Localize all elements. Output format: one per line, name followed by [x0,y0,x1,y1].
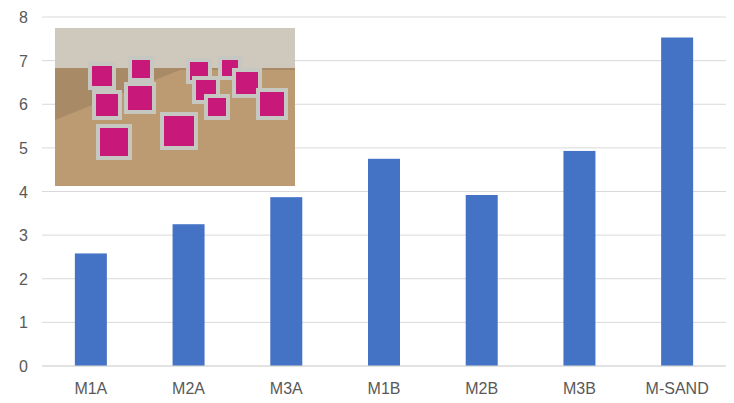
y-tick-label: 4 [19,184,28,201]
photo-cube [96,124,132,160]
bar [173,224,205,366]
y-tick-label: 8 [19,9,28,26]
grid-line [42,17,726,18]
x-tick-label: M1A [74,380,107,397]
bar [368,159,400,366]
photo-inset [55,28,295,186]
chart: 0 1 2 3 4 5 6 7 8 M1A M2A M3A M1B M2B M3B M-SAND [0,0,734,403]
y-tick-label: 3 [19,227,28,244]
photo-cube-face [164,116,194,146]
bar [661,38,693,366]
bar [75,253,107,366]
y-tick-label: 0 [19,358,28,375]
photo-cube [256,88,288,120]
photo-cube [124,82,156,114]
grid-line [42,366,726,367]
photo-bg [55,28,295,186]
x-tick-label: M1B [368,380,401,397]
photo-cube [128,56,154,82]
photo-cube-face [92,66,112,86]
bar [563,151,595,366]
bar [466,195,498,366]
photo-cube-face [100,128,128,156]
photo-cube-face [260,92,284,116]
photo-cube-face [128,86,152,110]
x-tick-label: M-SAND [646,380,709,397]
y-tick-label: 7 [19,53,28,70]
photo-cube-face [236,72,258,94]
photo-cube [160,112,198,150]
photo-cube-face [132,60,150,78]
x-tick-label: M3B [563,380,596,397]
x-tick-label: M3A [270,380,303,397]
y-tick-label: 2 [19,271,28,288]
y-tick-label: 5 [19,140,28,157]
x-tick-label: M2B [465,380,498,397]
y-tick-label: 1 [19,314,28,331]
bar [270,197,302,366]
x-tick-label: M2A [172,380,205,397]
y-tick-label: 6 [19,96,28,113]
x-axis-line [42,366,726,367]
photo-cube [204,94,230,120]
photo-cube-face [96,94,118,116]
photo-cube [88,62,116,90]
photo-cube-face [208,98,226,116]
photo-cube [92,90,122,120]
